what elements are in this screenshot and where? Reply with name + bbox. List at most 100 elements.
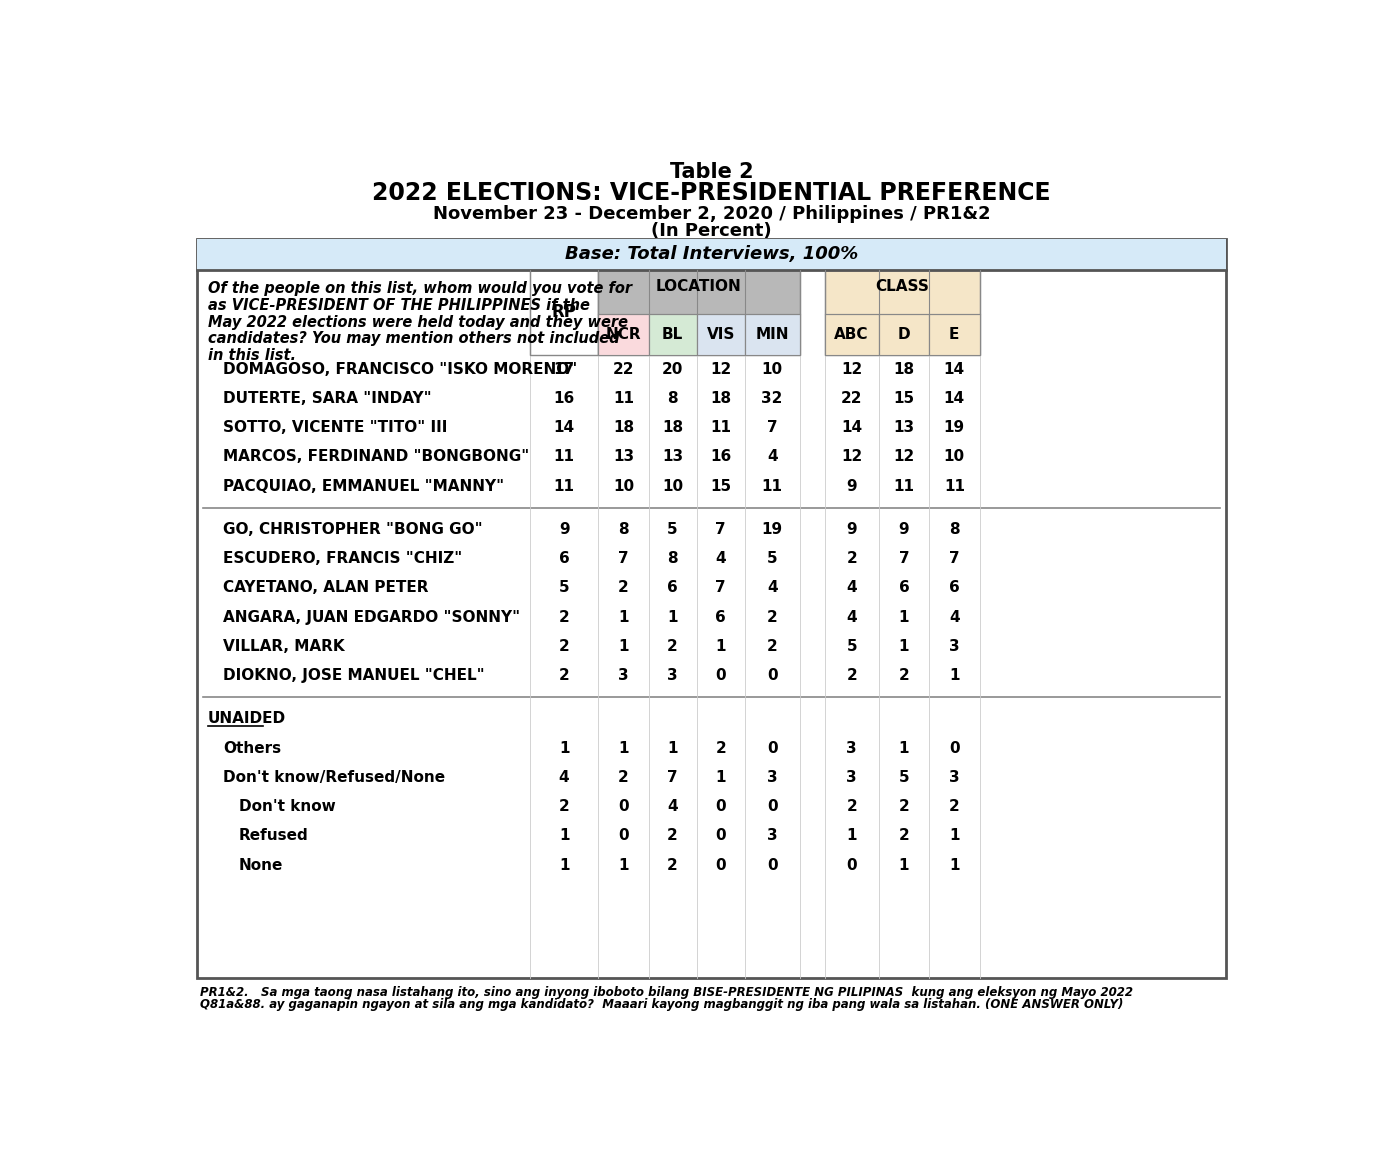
Text: 12: 12	[894, 449, 915, 464]
Text: 3: 3	[847, 770, 856, 785]
FancyBboxPatch shape	[745, 314, 799, 354]
Text: 0: 0	[768, 799, 777, 814]
FancyBboxPatch shape	[530, 270, 598, 354]
Text: 9: 9	[847, 478, 856, 493]
Text: 4: 4	[847, 580, 856, 595]
Text: 0: 0	[715, 828, 726, 843]
Text: November 23 - December 2, 2020 / Philippines / PR1&2: November 23 - December 2, 2020 / Philipp…	[433, 205, 990, 223]
Text: 5: 5	[559, 580, 569, 595]
Text: 16: 16	[554, 391, 575, 406]
Text: 10: 10	[762, 361, 783, 376]
Text: 1: 1	[949, 828, 959, 843]
Text: in this list.: in this list.	[208, 349, 296, 364]
Text: 6: 6	[559, 551, 569, 566]
Text: 2: 2	[766, 609, 777, 624]
Text: 14: 14	[554, 420, 575, 435]
Text: 7: 7	[618, 551, 629, 566]
FancyBboxPatch shape	[197, 239, 1226, 270]
Text: 7: 7	[668, 770, 677, 785]
Text: LOCATION: LOCATION	[657, 279, 741, 294]
Text: 11: 11	[613, 391, 634, 406]
Text: 2: 2	[898, 799, 909, 814]
Text: 1: 1	[559, 858, 569, 873]
Text: 4: 4	[847, 609, 856, 624]
Text: 13: 13	[613, 449, 634, 464]
Text: 2: 2	[715, 740, 726, 755]
Text: E: E	[949, 327, 959, 342]
Text: 6: 6	[898, 580, 909, 595]
Text: 0: 0	[618, 799, 629, 814]
Text: 0: 0	[715, 668, 726, 683]
Text: 8: 8	[618, 522, 629, 537]
Text: 2: 2	[618, 770, 629, 785]
Text: 1: 1	[618, 858, 629, 873]
Text: 8: 8	[668, 551, 677, 566]
Text: 2: 2	[618, 580, 629, 595]
Text: 2: 2	[847, 668, 856, 683]
Text: candidates? You may mention others not included: candidates? You may mention others not i…	[208, 331, 619, 346]
Text: 0: 0	[715, 858, 726, 873]
Text: 14: 14	[944, 391, 965, 406]
Text: 18: 18	[711, 391, 731, 406]
Text: SOTTO, VICENTE "TITO" III: SOTTO, VICENTE "TITO" III	[223, 420, 447, 435]
Text: Refused: Refused	[239, 828, 308, 843]
FancyBboxPatch shape	[929, 314, 980, 354]
Text: 11: 11	[894, 478, 915, 493]
Text: D: D	[898, 327, 911, 342]
Text: 8: 8	[949, 522, 959, 537]
Text: 18: 18	[613, 420, 634, 435]
Text: 1: 1	[668, 740, 677, 755]
Text: 2: 2	[559, 668, 569, 683]
Text: 5: 5	[847, 639, 856, 654]
Text: 15: 15	[711, 478, 731, 493]
Text: 7: 7	[715, 580, 726, 595]
Text: None: None	[239, 858, 283, 873]
Text: 1: 1	[898, 740, 909, 755]
Text: 2: 2	[668, 828, 677, 843]
FancyBboxPatch shape	[598, 270, 799, 354]
Text: DIOKNO, JOSE MANUEL "CHEL": DIOKNO, JOSE MANUEL "CHEL"	[223, 668, 484, 683]
Text: 2: 2	[668, 858, 677, 873]
Text: 11: 11	[711, 420, 731, 435]
Text: as VICE-PRESIDENT OF THE PHILIPPINES if the: as VICE-PRESIDENT OF THE PHILIPPINES if …	[208, 298, 590, 313]
Text: Don't know/Refused/None: Don't know/Refused/None	[223, 770, 446, 785]
Text: 1: 1	[949, 668, 959, 683]
Text: PR1&2.   Sa mga taong nasa listahang ito, sino ang inyong iboboto bilang BISE-PR: PR1&2. Sa mga taong nasa listahang ito, …	[200, 985, 1133, 999]
Text: 13: 13	[662, 449, 683, 464]
Text: 2: 2	[668, 639, 677, 654]
Text: 19: 19	[944, 420, 965, 435]
Text: 20: 20	[662, 361, 683, 376]
Text: 10: 10	[944, 449, 965, 464]
Text: 1: 1	[618, 609, 629, 624]
Text: 7: 7	[949, 551, 959, 566]
Text: 0: 0	[949, 740, 959, 755]
Text: RP: RP	[551, 303, 576, 321]
Text: 2: 2	[847, 551, 856, 566]
Text: 10: 10	[613, 478, 634, 493]
Text: 1: 1	[949, 858, 959, 873]
Text: 7: 7	[715, 522, 726, 537]
Text: 3: 3	[768, 828, 777, 843]
Text: 11: 11	[554, 449, 575, 464]
Text: VILLAR, MARK: VILLAR, MARK	[223, 639, 344, 654]
Text: BL: BL	[662, 327, 683, 342]
Text: 3: 3	[668, 668, 677, 683]
Text: 4: 4	[668, 799, 677, 814]
Text: 4: 4	[559, 770, 569, 785]
Text: DUTERTE, SARA "INDAY": DUTERTE, SARA "INDAY"	[223, 391, 432, 406]
Text: MIN: MIN	[755, 327, 788, 342]
Text: 2: 2	[559, 799, 569, 814]
Text: 1: 1	[898, 639, 909, 654]
Text: ESCUDERO, FRANCIS "CHIZ": ESCUDERO, FRANCIS "CHIZ"	[223, 551, 462, 566]
Text: 17: 17	[554, 361, 575, 376]
Text: 1: 1	[668, 609, 677, 624]
Text: May 2022 elections were held today and they were: May 2022 elections were held today and t…	[208, 315, 627, 330]
Text: Q81a&88. ay gaganapin ngayon at sila ang mga kandidato?  Maaari kayong magbanggi: Q81a&88. ay gaganapin ngayon at sila ang…	[200, 998, 1123, 1011]
Text: 19: 19	[762, 522, 783, 537]
Text: 6: 6	[668, 580, 677, 595]
Text: 0: 0	[768, 668, 777, 683]
Text: 1: 1	[618, 740, 629, 755]
Text: 14: 14	[841, 420, 862, 435]
Text: 1: 1	[559, 828, 569, 843]
Text: 9: 9	[898, 522, 909, 537]
